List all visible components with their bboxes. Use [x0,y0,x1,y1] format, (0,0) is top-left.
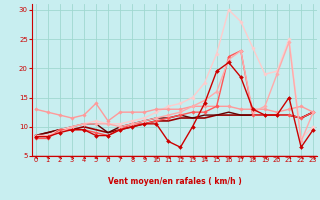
X-axis label: Vent moyen/en rafales ( km/h ): Vent moyen/en rafales ( km/h ) [108,177,241,186]
